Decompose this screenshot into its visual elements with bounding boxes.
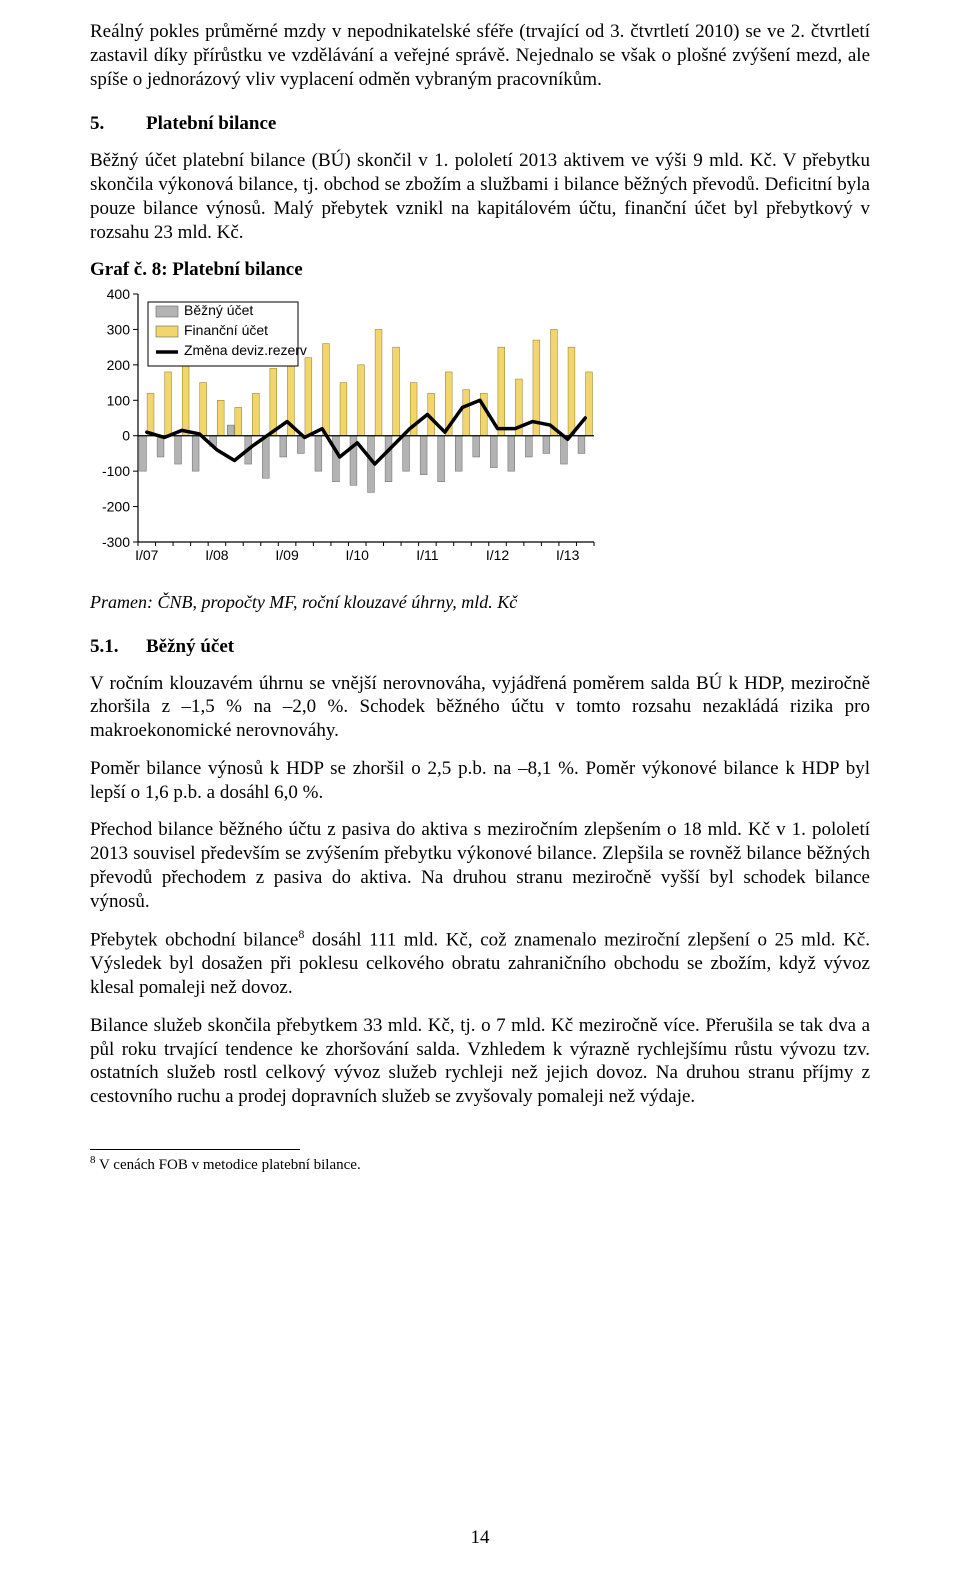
svg-text:200: 200 <box>107 357 131 373</box>
paragraph-wages: Reálný pokles průměrné mzdy v nepodnikat… <box>90 20 870 91</box>
paragraph-bop-intro: Běžný účet platební bilance (BÚ) skončil… <box>90 149 870 244</box>
footnote-8: 8 V cenách FOB v metodice platební bilan… <box>90 1154 870 1175</box>
svg-text:100: 100 <box>107 392 131 408</box>
paragraph-5-1-b: Poměr bilance výnosů k HDP se zhoršil o … <box>90 757 870 805</box>
svg-text:I/13: I/13 <box>556 547 580 563</box>
section-5-heading: 5. Platební bilance <box>90 113 870 135</box>
svg-text:Změna deviz.rezerv: Změna deviz.rezerv <box>184 342 307 358</box>
paragraph-5-1-e: Bilance služeb skončila přebytkem 33 mld… <box>90 1014 870 1109</box>
svg-text:I/09: I/09 <box>275 547 299 563</box>
section-5-1-number: 5.1. <box>90 636 146 658</box>
paragraph-5-1-d: Přebytek obchodní bilance8 dosáhl 111 ml… <box>90 927 870 1000</box>
svg-text:I/10: I/10 <box>346 547 370 563</box>
svg-text:I/07: I/07 <box>135 547 159 563</box>
svg-text:0: 0 <box>122 428 130 444</box>
svg-text:-300: -300 <box>102 534 130 550</box>
svg-text:I/12: I/12 <box>486 547 510 563</box>
section-5-title: Platební bilance <box>146 113 276 135</box>
chart-svg: -300 -200 -100 0 100 200 300 400 I/07 I/08 I/09 I/1… <box>90 284 610 584</box>
footnote-8-text: V cenách FOB v metodice platební bilance… <box>96 1157 361 1173</box>
page-number: 14 <box>0 1527 960 1549</box>
svg-text:Finanční účet: Finanční účet <box>184 322 268 338</box>
svg-text:-200: -200 <box>102 499 130 515</box>
section-5-1-title: Běžný účet <box>146 636 234 658</box>
footnote-separator <box>90 1149 300 1150</box>
paragraph-5-1-c: Přechod bilance běžného účtu z pasiva do… <box>90 818 870 913</box>
section-5-number: 5. <box>90 113 146 135</box>
section-5-1-heading: 5.1. Běžný účet <box>90 636 870 658</box>
svg-text:-100: -100 <box>102 463 130 479</box>
chart-platebni-bilance: -300 -200 -100 0 100 200 300 400 I/07 I/08 I/09 I/1… <box>90 284 870 589</box>
svg-text:400: 400 <box>107 286 131 302</box>
svg-text:I/08: I/08 <box>205 547 229 563</box>
paragraph-5-1-d-pre: Přebytek obchodní bilance <box>90 930 298 951</box>
svg-text:300: 300 <box>107 321 131 337</box>
svg-text:Běžný účet: Běžný účet <box>184 302 253 318</box>
chart-title: Graf č. 8: Platební bilance <box>90 258 870 282</box>
paragraph-5-1-a: V ročním klouzavém úhrnu se vnější nerov… <box>90 672 870 743</box>
svg-text:I/11: I/11 <box>416 547 439 563</box>
chart-source: Pramen: ČNB, propočty MF, roční klouzavé… <box>90 591 870 614</box>
